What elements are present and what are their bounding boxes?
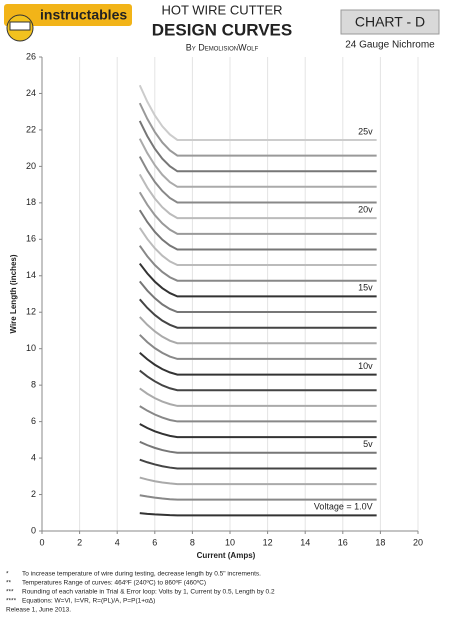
curve <box>138 173 377 220</box>
curve <box>138 227 377 267</box>
curve <box>138 209 377 251</box>
note-text: Release 1, June 2013. <box>6 607 71 614</box>
curve <box>139 423 377 439</box>
curve-label: 25v <box>358 126 373 136</box>
x-tick-label: 10 <box>225 537 235 547</box>
curve <box>139 334 377 360</box>
chart-label: CHART - D <box>355 14 425 30</box>
logo-bar <box>4 4 132 26</box>
x-tick-label: 6 <box>152 537 157 547</box>
y-tick-label: 18 <box>26 197 36 207</box>
x-tick-label: 8 <box>190 537 195 547</box>
logo-eyes <box>9 21 31 31</box>
curve <box>138 84 377 141</box>
subtitle: 24 Gauge Nichrome <box>345 40 435 51</box>
x-axis-label: Current (Amps) <box>197 551 256 560</box>
curve <box>138 245 377 282</box>
curve <box>139 405 377 423</box>
curve <box>138 262 377 298</box>
curve <box>138 120 377 173</box>
x-tick-label: 2 <box>77 537 82 547</box>
curve <box>138 156 377 204</box>
y-tick-label: 2 <box>31 489 36 499</box>
curve <box>139 316 377 345</box>
title-line1: HOT WIRE CUTTER <box>161 2 282 17</box>
curve <box>138 280 377 314</box>
y-tick-label: 6 <box>31 416 36 426</box>
y-tick-label: 26 <box>26 51 36 61</box>
note-text: To increase temperature of wire during t… <box>22 571 261 578</box>
y-tick-label: 24 <box>26 88 36 98</box>
y-tick-label: 12 <box>26 307 36 317</box>
curve <box>139 512 377 517</box>
curve-label: 15v <box>358 283 373 293</box>
note-text: Equations: W=VI, I=VR, R=(PL)/A, P=P(1+α… <box>22 598 155 605</box>
x-tick-label: 20 <box>413 537 423 547</box>
curve-label: 10v <box>358 361 373 371</box>
x-tick-label: 14 <box>300 537 310 547</box>
curve <box>139 440 377 454</box>
curve-label: 5v <box>363 439 373 449</box>
curve <box>138 102 377 157</box>
x-tick-label: 0 <box>39 537 44 547</box>
x-tick-label: 12 <box>263 537 273 547</box>
y-tick-label: 10 <box>26 343 36 353</box>
y-tick-label: 8 <box>31 380 36 390</box>
y-tick-label: 16 <box>26 234 36 244</box>
y-tick-label: 20 <box>26 161 36 171</box>
curve <box>139 298 377 329</box>
x-tick-label: 18 <box>375 537 385 547</box>
logo: instructables <box>40 7 127 23</box>
y-axis-label: Wire Length (inches) <box>9 254 18 333</box>
curve <box>139 351 377 376</box>
x-tick-label: 4 <box>115 537 120 547</box>
curve <box>138 138 377 188</box>
title-line2: DESIGN CURVES <box>152 20 292 39</box>
curve <box>139 387 377 407</box>
note-marker: ** <box>6 580 12 587</box>
curve <box>139 476 377 486</box>
x-tick-label: 16 <box>338 537 348 547</box>
note-text: Rounding of each variable in Trial & Err… <box>22 589 275 596</box>
curve <box>139 458 377 470</box>
curve-label: 20v <box>358 205 373 215</box>
y-tick-label: 4 <box>31 452 36 462</box>
curve <box>139 369 377 392</box>
byline: By DemolisionWolf <box>186 42 259 52</box>
y-tick-label: 0 <box>31 525 36 535</box>
note-marker: *** <box>6 589 14 596</box>
curve <box>139 494 377 501</box>
curve <box>138 191 377 235</box>
note-marker: * <box>6 571 9 578</box>
chart-label-box <box>340 9 440 35</box>
y-tick-label: 14 <box>26 270 36 280</box>
curve-label: Voltage = 1.0V <box>314 502 373 512</box>
y-tick-label: 22 <box>26 124 36 134</box>
note-marker: **** <box>6 598 17 605</box>
note-text: Temperatures Range of curves: 464ºF (240… <box>22 580 206 587</box>
